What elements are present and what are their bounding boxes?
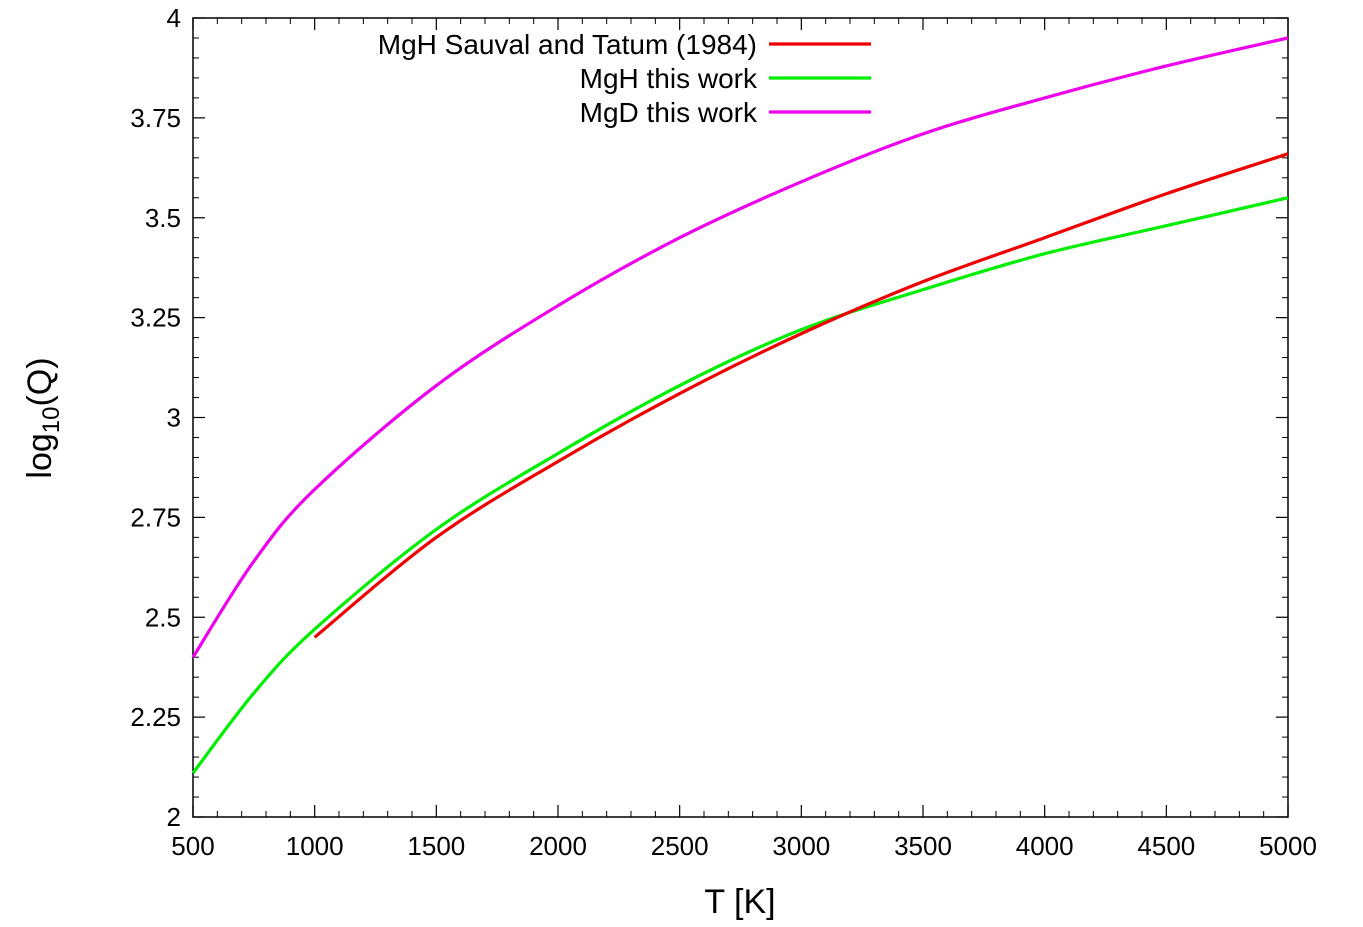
series-line-mgh-sauval-and-tatum-1984 (313, 152, 1289, 639)
y-tick-label: 2.5 (145, 602, 181, 632)
y-axis: 2 2.25 2.5 2.75 3 3.25 3.5 3.75 4 (130, 3, 1288, 832)
x-tick-label: 2500 (651, 831, 709, 861)
y-axis-title-sub: 10 (38, 407, 65, 434)
series-lines (191, 36, 1289, 775)
x-axis: 500 1000 1500 2000 2500 3000 3500 4000 4500 5000 (171, 18, 1317, 861)
x-tick-label: 4500 (1137, 831, 1195, 861)
series-line-mgh-this-work (191, 196, 1289, 775)
legend-label: MgH this work (580, 63, 758, 94)
series-line-mgd-this-work (191, 36, 1289, 659)
legend-label: MgD this work (580, 97, 758, 128)
y-tick-label: 2.25 (130, 702, 181, 732)
y-axis-title: log10(Q) (21, 357, 65, 478)
plot-area (192, 17, 1289, 818)
y-tick-label: 2.75 (130, 502, 181, 532)
x-tick-label: 500 (171, 831, 214, 861)
legend-label: MgH Sauval and Tatum (1984) (378, 29, 757, 60)
y-tick-label: 3 (167, 403, 181, 433)
x-tick-label: 2000 (529, 831, 587, 861)
x-tick-label: 4000 (1016, 831, 1074, 861)
x-tick-label: 5000 (1259, 831, 1317, 861)
x-tick-label: 1000 (286, 831, 344, 861)
y-tick-label: 3.75 (130, 103, 181, 133)
x-axis-title: T [K] (704, 883, 775, 921)
y-axis-title-main: log (21, 433, 59, 478)
legend: MgH Sauval and Tatum (1984)MgH this work… (378, 29, 871, 128)
x-tick-label: 1500 (407, 831, 465, 861)
y-axis-title-suffix: (Q) (21, 357, 59, 406)
y-tick-label: 2 (167, 802, 181, 832)
x-tick-label: 3000 (772, 831, 830, 861)
plot-frame (192, 17, 1289, 818)
y-tick-label: 3.5 (145, 203, 181, 233)
y-tick-label: 4 (167, 3, 181, 33)
x-tick-label: 3500 (894, 831, 952, 861)
y-tick-label: 3.25 (130, 303, 181, 333)
